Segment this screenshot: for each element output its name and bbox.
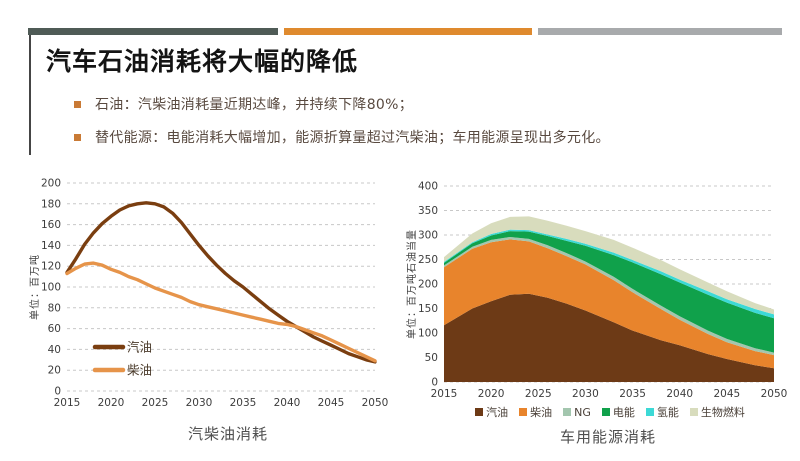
y-tick-label: 140: [41, 240, 61, 252]
y-tick-label: 50: [425, 352, 438, 364]
x-tick-label: 2045: [713, 388, 740, 400]
y-tick-label: 100: [41, 282, 61, 294]
bullet-square-icon: [74, 100, 81, 108]
y-tick-label: 200: [418, 279, 438, 291]
y-tick-label: 150: [418, 303, 438, 315]
legend-swatch-柴油: [519, 408, 528, 416]
x-tick-label: 2025: [525, 388, 552, 400]
series-area-电能: [444, 231, 774, 353]
y-tick-label: 60: [48, 323, 61, 335]
legend-swatch-汽油: [475, 408, 484, 416]
series-line-柴油: [65, 261, 377, 363]
y-axis-title: 单位：百万吨: [28, 254, 41, 320]
bullet-text-alternative-energy: 替代能源：电能消耗大幅增加，能源折算量超过汽柴油；车用能源呈现出多元化。: [95, 130, 610, 146]
x-tick-label: 2050: [362, 397, 389, 409]
x-tick-label: 2040: [274, 397, 301, 409]
legend-item-氢能: 氢能: [645, 404, 679, 420]
area-chart-canvas: 单位：百万吨石油当量 0 50 100 150 200 250 300 350 400 2015 2…: [406, 181, 788, 401]
line-chart-title: 汽柴油消耗: [187, 425, 268, 443]
x-tick-label: 2040: [666, 388, 693, 400]
legend-label-NG: NG: [574, 405, 591, 419]
x-tick-label: 2035: [230, 397, 257, 409]
legend-label-生物燃料: 生物燃料: [700, 406, 745, 419]
bullet-text-oil: 石油：汽柴油消耗量近期达峰，并持续下降80%；: [95, 97, 414, 113]
bullet-square-icon: [74, 133, 81, 141]
legend-label-柴油: 柴油: [530, 406, 553, 419]
area-chart-legend: 汽油 柴油 NG 电能 氢能 生物燃料: [406, 404, 790, 420]
title-accent-line: [29, 35, 31, 155]
x-tick-label: 2020: [98, 397, 125, 409]
legend-label-电能: 电能: [612, 406, 635, 419]
page-title: 汽车石油消耗将大幅的降低: [46, 47, 359, 76]
y-tick-label: 40: [48, 344, 61, 356]
legend-item-电能: 电能: [601, 404, 635, 420]
legend-swatch-生物燃料: [689, 408, 698, 416]
x-tick-label: 2050: [761, 388, 788, 400]
top-bar-orange: [284, 28, 532, 35]
x-tick-label: 2015: [431, 388, 458, 400]
x-tick-label: 2030: [186, 397, 213, 409]
x-tick-label: 2030: [572, 388, 599, 400]
vehicle-energy-area-chart: 单位：百万吨石油当量 0 50 100 150 200 250 300 350 400 2015 2…: [406, 172, 790, 457]
legend-label-汽油: 汽油: [486, 406, 509, 419]
x-tick-label: 2045: [318, 397, 345, 409]
y-tick-label: 300: [418, 230, 438, 242]
legend-label-氢能: 氢能: [656, 406, 679, 419]
y-axis-title: 单位：百万吨石油当量: [406, 229, 418, 339]
series-area-汽油: [444, 293, 774, 382]
bullet-item-alternative-energy: 替代能源：电能消耗大幅增加，能源折算量超过汽柴油；车用能源呈现出多元化。: [74, 127, 610, 147]
y-tick-label: 180: [41, 198, 61, 210]
top-bar-dark: [28, 28, 278, 35]
area-chart-title: 车用能源消耗: [559, 428, 656, 446]
legend-item-汽油: 汽油: [475, 404, 508, 420]
top-decoration-bars: [0, 28, 800, 36]
y-tick-label: 120: [41, 261, 61, 273]
legend-swatch-NG: [563, 408, 572, 416]
y-tick-label: 350: [418, 205, 438, 217]
y-tick-label: 160: [41, 219, 61, 231]
y-tick-label: 250: [418, 254, 438, 266]
legend-label-柴油: 柴油: [127, 363, 152, 378]
y-tick-label: 0: [54, 386, 61, 398]
legend-label-汽油: 汽油: [127, 340, 152, 355]
x-tick-label: 2015: [54, 397, 81, 409]
legend-item-生物燃料: 生物燃料: [689, 404, 745, 420]
bullet-list: 石油：汽柴油消耗量近期达峰，并持续下降80%； 替代能源：电能消耗大幅增加，能源…: [74, 94, 610, 160]
y-tick-label: 400: [418, 181, 438, 193]
x-tick-label: 2020: [478, 388, 505, 400]
top-bar-gray: [538, 28, 782, 35]
series-line-汽油: [65, 201, 377, 364]
legend-item-柴油: 柴油: [519, 404, 552, 420]
y-tick-label: 200: [41, 178, 61, 190]
series-area-柴油: [444, 239, 774, 369]
y-tick-label: 80: [48, 302, 61, 314]
y-tick-label: 0: [431, 377, 438, 389]
legend-swatch-氢能: [645, 408, 654, 416]
x-tick-label: 2025: [142, 397, 169, 409]
legend-item-NG: NG: [563, 406, 591, 419]
x-tick-label: 2035: [619, 388, 646, 400]
gasoline-diesel-line-chart: 单位：百万吨 0 20 40 60 80 100 120 140 160 180 200 2015 20…: [28, 172, 398, 457]
bullet-item-oil: 石油：汽柴油消耗量近期达峰，并持续下降80%；: [74, 94, 610, 114]
y-tick-label: 100: [418, 328, 438, 340]
y-tick-label: 20: [48, 365, 61, 377]
legend-swatch-电能: [601, 408, 610, 416]
series-area-NG: [444, 237, 774, 356]
